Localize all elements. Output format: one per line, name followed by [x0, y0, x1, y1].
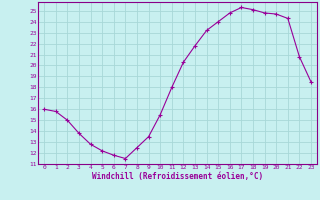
X-axis label: Windchill (Refroidissement éolien,°C): Windchill (Refroidissement éolien,°C) — [92, 172, 263, 181]
